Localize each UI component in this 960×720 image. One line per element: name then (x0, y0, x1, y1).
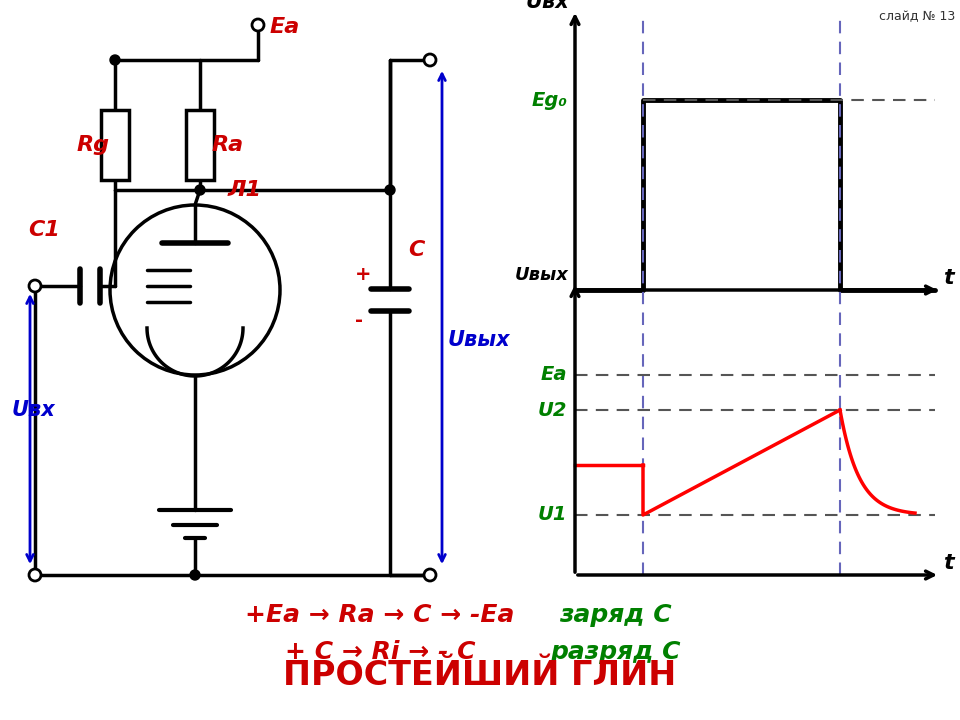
Text: Uвых: Uвых (448, 330, 511, 350)
Bar (186, 110, 214, 180)
Text: Ea: Ea (270, 17, 300, 37)
Circle shape (110, 55, 120, 65)
Circle shape (252, 19, 264, 31)
Text: + C → Ri → - C: + C → Ri → - C (285, 640, 475, 664)
Circle shape (110, 205, 280, 375)
Circle shape (424, 569, 436, 581)
Text: Eg₀: Eg₀ (531, 91, 567, 109)
Text: Rg: Rg (77, 135, 110, 155)
Text: ПРОСТЕЙШИЙ ГЛИН: ПРОСТЕЙШИЙ ГЛИН (283, 659, 677, 692)
Text: U2: U2 (538, 400, 567, 420)
Text: C: C (408, 240, 424, 260)
Text: слайд № 13: слайд № 13 (878, 10, 955, 23)
Text: разряд C: разряд C (550, 640, 681, 664)
Text: t: t (943, 553, 953, 573)
Circle shape (29, 280, 41, 292)
Text: Uвх: Uвх (12, 400, 56, 420)
Text: -: - (355, 310, 363, 330)
Text: Uвх: Uвх (525, 0, 569, 12)
Circle shape (190, 570, 200, 580)
Circle shape (29, 569, 41, 581)
Text: +: + (355, 266, 372, 284)
Text: Uвых: Uвых (516, 266, 569, 284)
Text: C1: C1 (28, 220, 60, 240)
Text: Л1: Л1 (228, 180, 262, 200)
Text: +Ea → Ra → C → -Ea: +Ea → Ra → C → -Ea (246, 603, 515, 627)
Bar (101, 110, 129, 180)
Text: t: t (943, 268, 953, 288)
Text: U1: U1 (538, 505, 567, 524)
Circle shape (424, 54, 436, 66)
Circle shape (385, 185, 395, 195)
Text: Ea: Ea (540, 366, 567, 384)
Circle shape (195, 185, 205, 195)
Text: Ra: Ra (212, 135, 244, 155)
Text: заряд C: заряд C (559, 603, 671, 627)
